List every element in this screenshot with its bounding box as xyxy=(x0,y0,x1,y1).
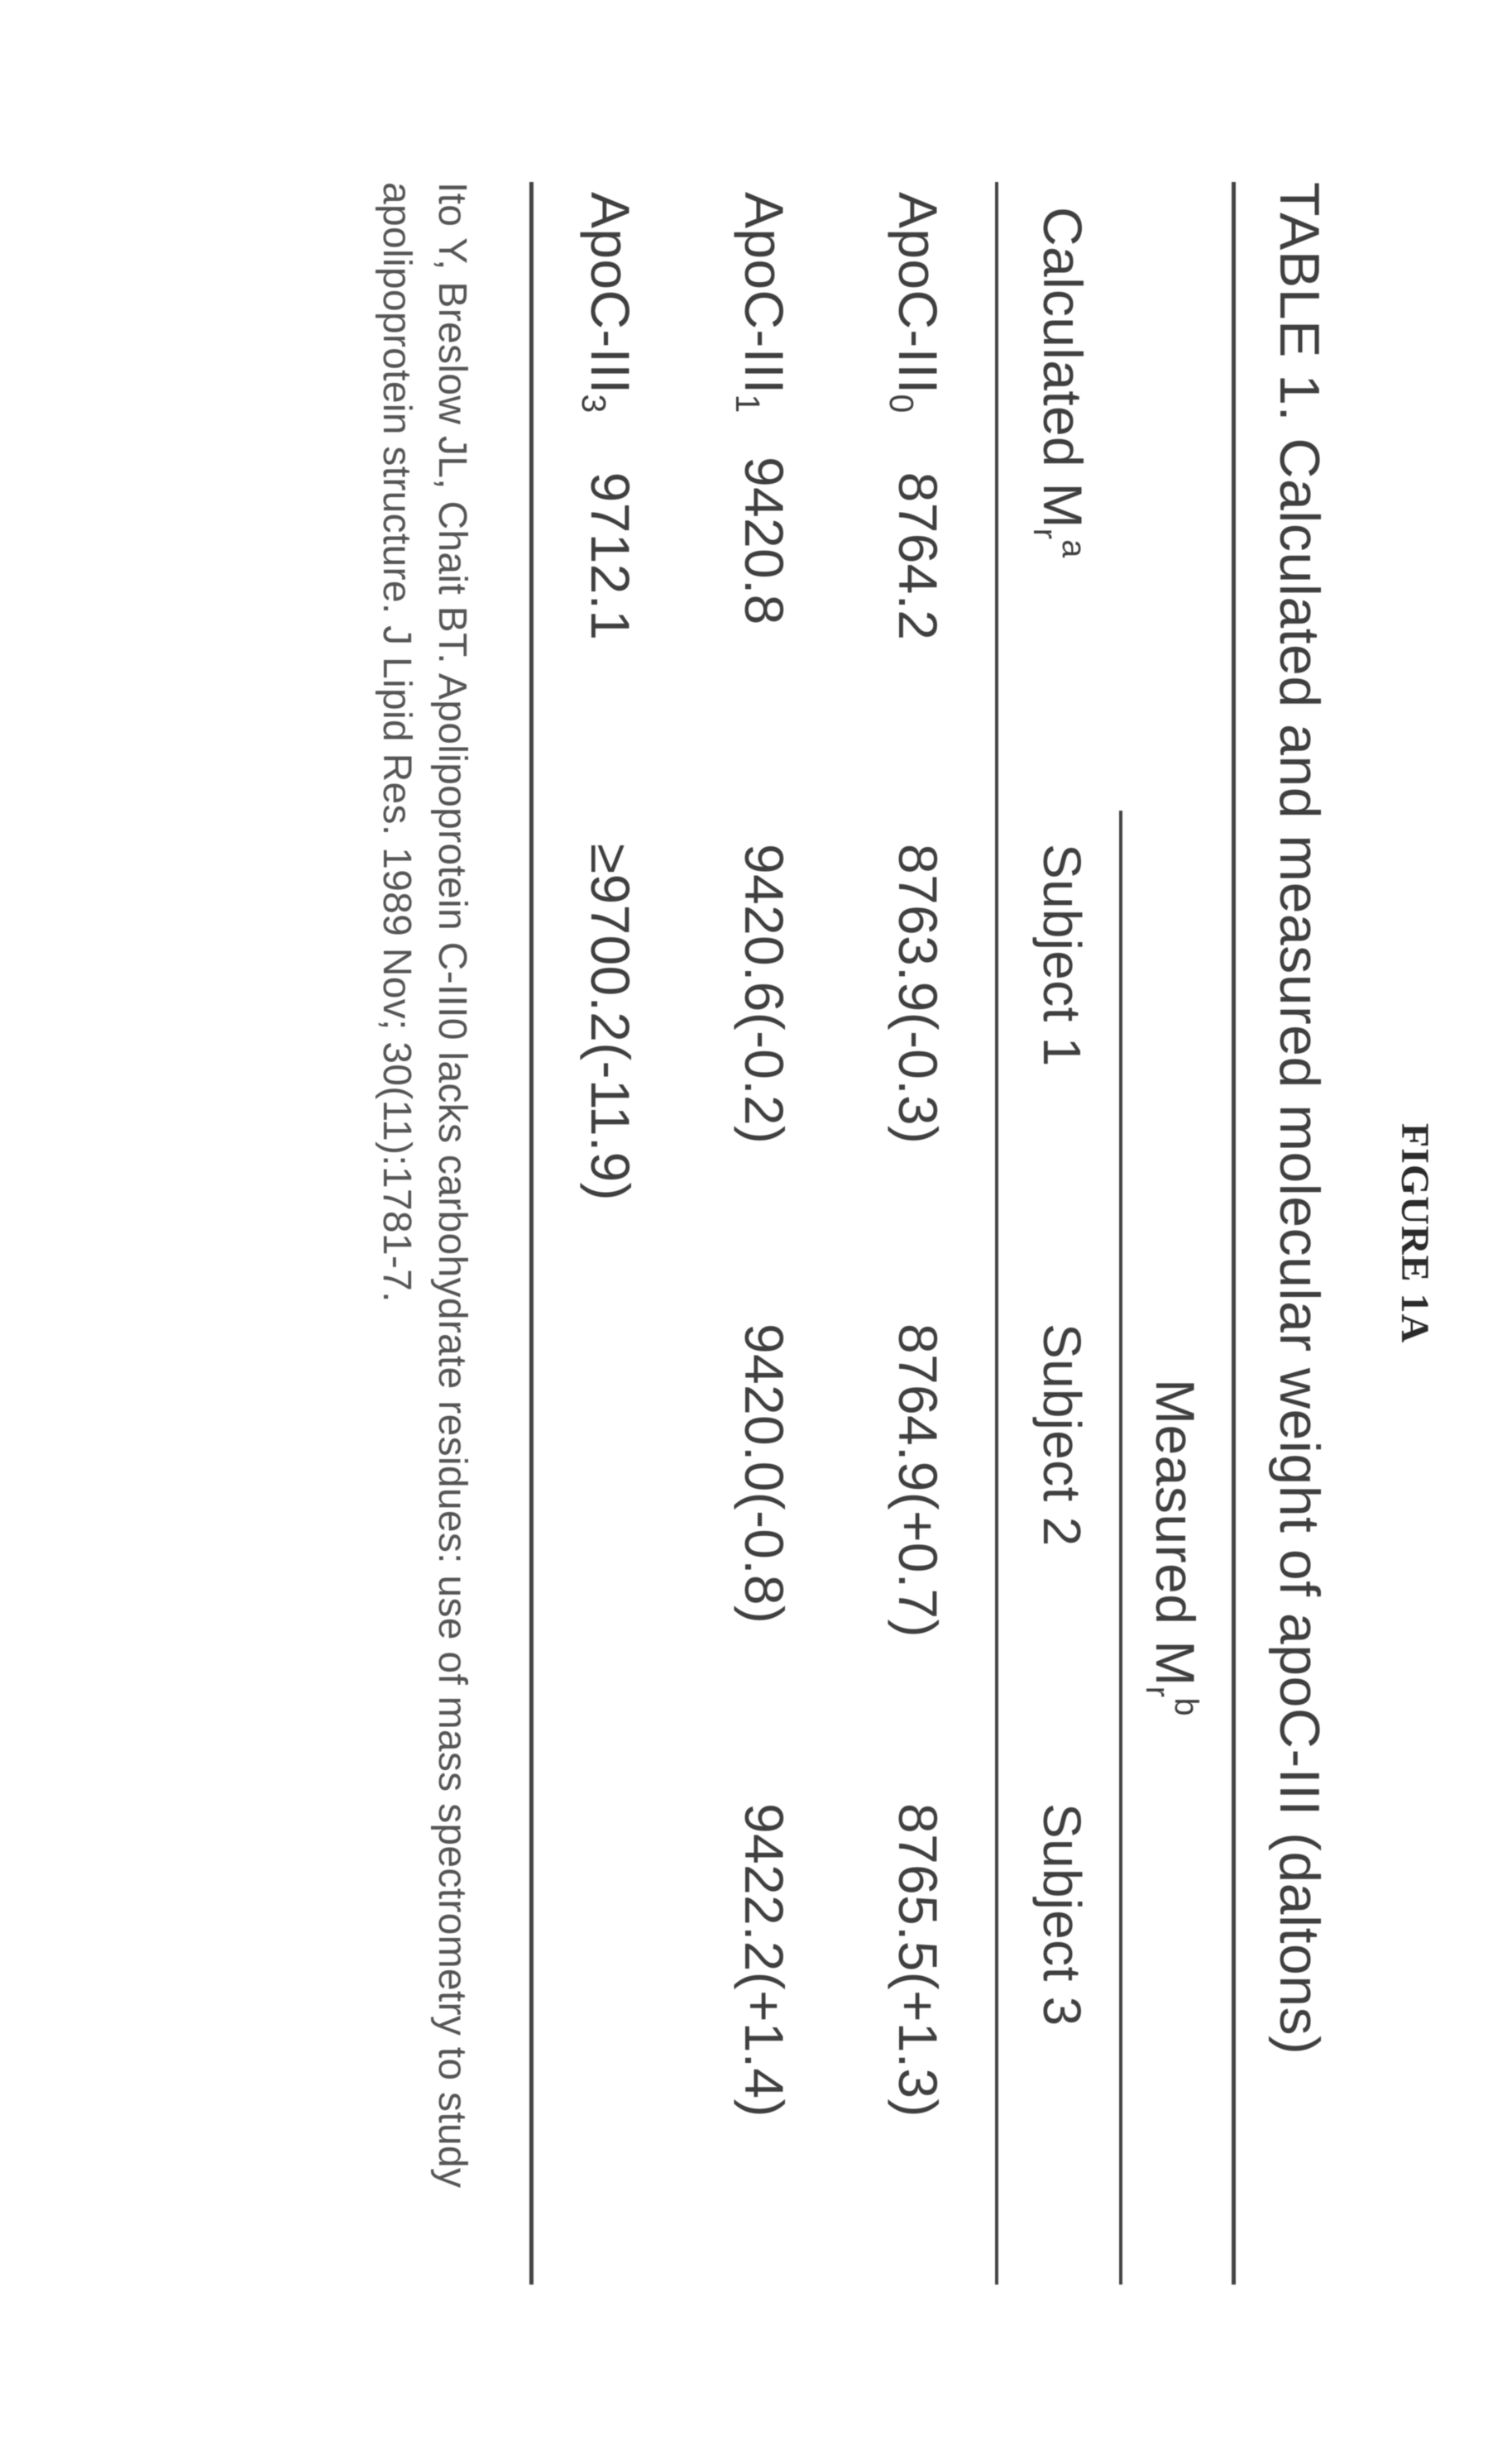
table-title: TABLE 1. Calculated and measured molecul… xyxy=(1264,182,1334,2285)
row-value: 9420.6(-0.2) xyxy=(733,811,796,1290)
row-value: 8764.9(+0.7) xyxy=(887,1290,950,1770)
bottom-rule xyxy=(529,182,534,2285)
top-rule xyxy=(1232,182,1236,2285)
header-grid: Measured Mrb xyxy=(1119,182,1232,2285)
row-value: 8765.5(+1.3) xyxy=(887,1770,950,2285)
measured-header: Measured Mrb xyxy=(1122,1379,1232,1716)
row-value: 9422.2(+1.4) xyxy=(733,1770,796,2285)
calculated-header: Calculated Mra xyxy=(1031,182,1094,811)
mid-rule xyxy=(995,182,998,2285)
row-label: ApoC-III3 9712.1 xyxy=(579,182,642,811)
content-box: FIGURE 1A TABLE 1. Calculated and measur… xyxy=(0,0,1512,2450)
row-label: ApoC-III19420.8 xyxy=(733,182,796,811)
data-rows: ApoC-III0 8764.28763.9(-0.3)8764.9(+0.7)… xyxy=(534,182,995,2285)
subject-header-1: Subject 1 xyxy=(1031,811,1093,1290)
table-row: ApoC-III3 9712.1≥9700.2(-11.9) xyxy=(534,182,687,2285)
page-canvas: FIGURE 1A TABLE 1. Calculated and measur… xyxy=(0,0,1512,2450)
table-row: ApoC-III0 8764.28763.9(-0.3)8764.9(+0.7)… xyxy=(841,182,995,2285)
table-row: ApoC-III19420.89420.6(-0.2)9420.0(-0.8)9… xyxy=(687,182,841,2285)
subject-header-2: Subject 2 xyxy=(1031,1290,1093,1770)
inner-rule xyxy=(1119,811,1122,2285)
row-value: ≥9700.2(-11.9) xyxy=(579,811,642,1290)
sub-header-row: Calculated Mra Subject 1 Subject 2 Subje… xyxy=(998,182,1119,2285)
row-label: ApoC-III0 8764.2 xyxy=(887,182,950,811)
row-value: 9420.0(-0.8) xyxy=(733,1290,796,1770)
citation-text: Ito Y, Breslow JL, Chait BT. Apolipoprot… xyxy=(369,182,480,2285)
rotated-content: FIGURE 1A TABLE 1. Calculated and measur… xyxy=(0,0,1512,2450)
subject-header-3: Subject 3 xyxy=(1031,1770,1093,2285)
row-value: 8763.9(-0.3) xyxy=(887,811,950,1290)
header-right: Measured Mrb xyxy=(1119,811,1232,2285)
header-spacer-left xyxy=(1119,182,1232,811)
figure-label: FIGURE 1A xyxy=(1392,182,1438,2285)
